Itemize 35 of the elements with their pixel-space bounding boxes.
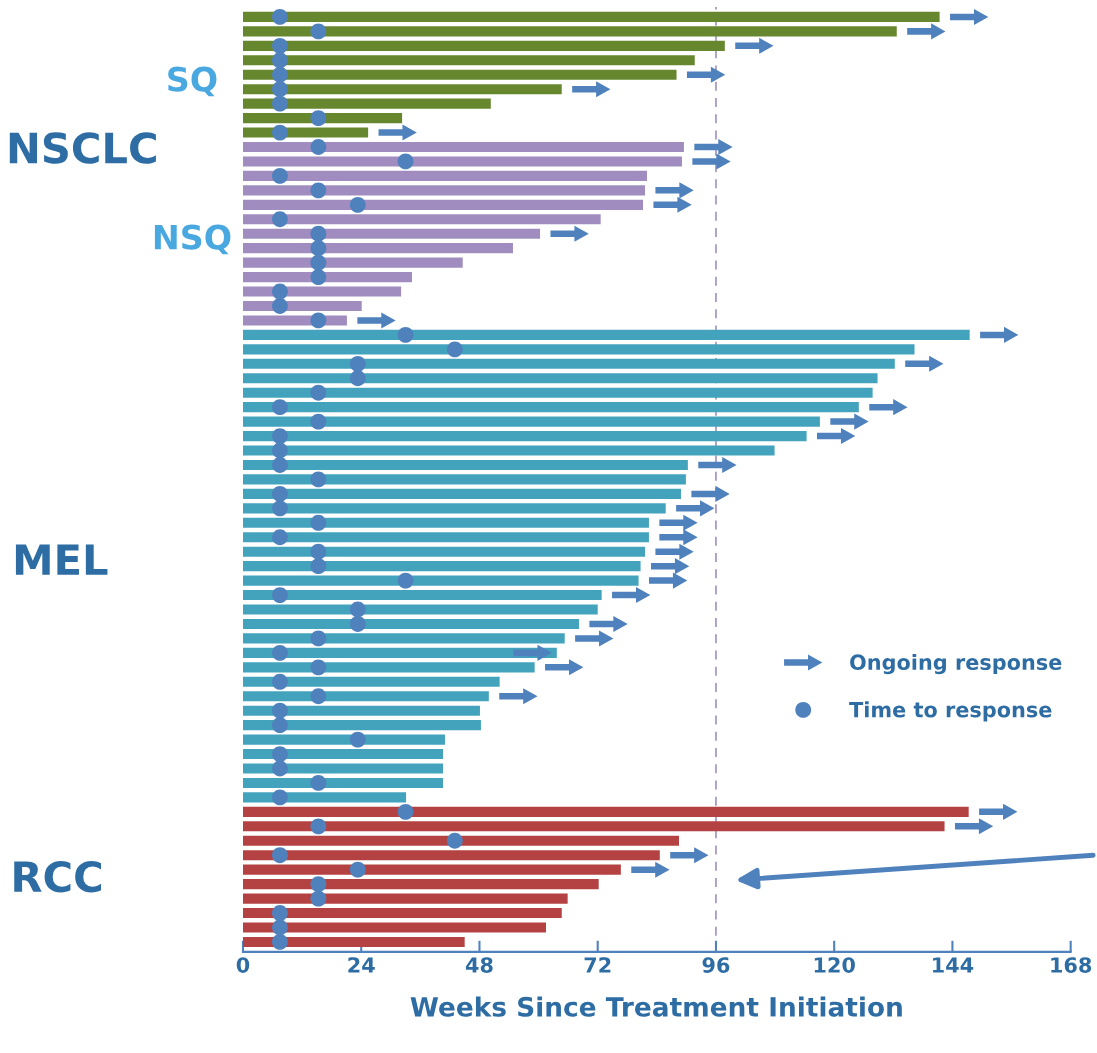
text: RCC [14,860,101,893]
bar [242,459,688,471]
x-tick-label: 168 [1051,957,1092,973]
bar [242,488,681,499]
bar [242,748,444,760]
x-tick-label: 144 [933,957,974,973]
bar [242,777,444,789]
text: MEL [15,544,108,575]
bar [242,141,684,153]
bar [242,720,481,731]
bar [242,907,562,919]
bar [242,618,579,630]
x-axis-title: Weeks Since Treatment Initiation [410,996,902,1017]
bar [242,358,895,369]
bar [242,272,412,283]
x-tick-label: 48 [465,957,493,973]
x-tick-label: 96 [702,957,730,973]
legend-label: Ongoing response [850,653,1062,675]
bar [242,243,513,254]
x-tick-label: 120 [814,957,855,973]
x-tick-label: 72 [584,957,611,973]
x-tick-label: 0 [236,957,250,973]
legend-label: Time to response [849,701,1052,722]
text: SQ [168,66,217,97]
bar [242,922,546,933]
bar [242,40,725,51]
x-tick-label: 24 [348,957,375,973]
bar [242,445,775,456]
bar [242,69,677,80]
text: NSCLC [9,132,156,164]
text: NSQ [154,224,231,255]
bar [242,257,463,268]
bar [242,84,562,95]
bar [242,55,695,66]
bar [242,561,641,572]
